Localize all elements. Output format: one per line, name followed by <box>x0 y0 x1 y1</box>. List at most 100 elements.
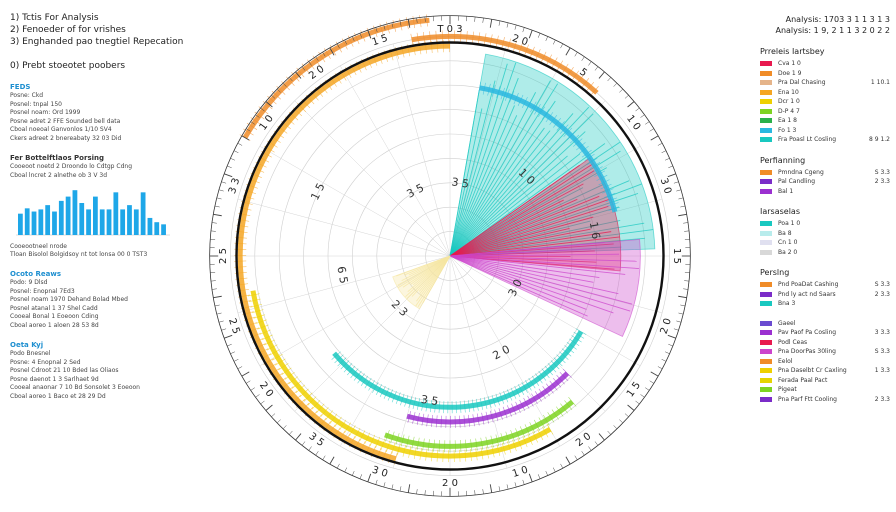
arc-hatch <box>531 375 540 386</box>
arc-hatch <box>500 87 505 100</box>
outer-tick-label: 2 0 <box>442 478 458 489</box>
arc-hatch <box>495 393 500 406</box>
outer-tick <box>627 101 635 108</box>
outer-tick <box>522 27 525 33</box>
arc-hatch <box>478 81 481 94</box>
arc-hatch <box>573 138 583 147</box>
arc-hatch <box>482 82 486 95</box>
outer-tick <box>482 17 484 23</box>
arc-hatch <box>278 363 289 371</box>
legend-swatch <box>760 99 772 105</box>
outer-tick <box>627 404 635 411</box>
arc-hatch <box>496 86 501 98</box>
wedge <box>448 238 641 337</box>
outer-tick <box>230 158 235 161</box>
arc-track <box>384 399 574 449</box>
outer-tick-label: 2 5 <box>218 248 229 264</box>
outer-tick <box>221 181 227 184</box>
arc-hatch <box>553 357 563 367</box>
arc-hatch <box>489 34 493 47</box>
arc-hatch <box>530 101 537 113</box>
arc-hatch <box>514 385 521 398</box>
outer-tick-label: 1 5 <box>671 248 682 264</box>
outer-tick <box>683 222 689 224</box>
arc-hatch <box>413 447 417 460</box>
arc-hatch <box>340 360 350 370</box>
outer-tick <box>560 43 564 49</box>
outer-tick <box>649 128 654 132</box>
legend-label: Pal Candling <box>778 178 816 186</box>
arc-hatch <box>248 298 261 302</box>
section-line: Posnel noam: Ord 1999 <box>10 109 81 116</box>
mini-bar <box>113 192 119 235</box>
arc-hatch <box>560 403 568 414</box>
legend-label: Fra Poasl Lt Cosling <box>778 136 837 144</box>
arc-hatch <box>347 365 356 376</box>
arc-hatch <box>436 449 439 462</box>
outer-tick <box>315 451 319 456</box>
arc-hatch <box>477 32 481 45</box>
legend-swatch <box>760 282 772 288</box>
outer-tick <box>588 446 592 451</box>
outer-tick <box>506 22 509 28</box>
arc-hatch <box>515 401 521 413</box>
mini-bar <box>24 208 30 235</box>
legend-item: Bna 3 <box>760 299 890 309</box>
legend-swatch <box>760 320 772 326</box>
arc-hatch <box>479 398 483 410</box>
outer-tick <box>619 88 624 93</box>
arc-hatch <box>549 380 558 391</box>
arc-hatch <box>375 384 383 396</box>
legend-group: Perfianning Pmndna Cgeng S 3.3 Pal Candling… <box>760 155 890 197</box>
arc-hatch <box>476 413 480 426</box>
arc-hatch <box>435 30 437 43</box>
outer-tick <box>594 441 599 446</box>
outer-tick <box>489 484 493 493</box>
outer-tick <box>565 456 571 465</box>
legend-swatch <box>760 249 772 255</box>
wedge-ray <box>449 255 587 310</box>
outer-tick <box>624 413 629 418</box>
outer-tick <box>640 394 645 398</box>
outer-tick <box>271 413 276 418</box>
section-line: Cooeal Bonal 1 Eoeoon Cding <box>10 313 99 320</box>
legend-label: Cn 1 0 <box>778 239 798 247</box>
outer-tick <box>276 88 281 93</box>
outer-tick <box>295 433 302 441</box>
outer-tick <box>308 61 312 66</box>
mini-bar <box>31 211 37 235</box>
arc-hatch <box>434 400 437 413</box>
arc-hatch <box>337 357 347 367</box>
outer-tick <box>329 456 335 465</box>
legend-label: Ferada Paal Pact <box>778 376 828 384</box>
legend: Prreleis Iartsbey Cva 1 0 Doe 1 9 Pra Dal C… <box>760 46 890 404</box>
arc-hatch <box>534 103 541 115</box>
arc-hatch <box>465 439 467 452</box>
arc-hatch <box>550 360 560 370</box>
legend-label: Ba 2 0 <box>778 248 798 256</box>
outer-tick <box>545 471 548 476</box>
wedge-ray <box>449 153 580 257</box>
legend-swatch <box>760 169 772 175</box>
outer-tick-label: 3 0 <box>658 177 673 196</box>
outer-tick <box>383 24 386 30</box>
outer-tick <box>657 142 663 146</box>
legend-swatch <box>760 240 772 246</box>
right-panel: Analysis: 1703 3 1 1 3 1 3 Analysis: 1 9… <box>760 14 890 404</box>
outer-tick <box>574 455 578 460</box>
outer-tick <box>645 387 650 391</box>
arc-hatch <box>495 35 499 48</box>
arc-hatch <box>487 83 491 96</box>
outer-tick <box>221 328 227 331</box>
outer-tick <box>522 479 525 485</box>
arc-hatch <box>556 375 565 385</box>
outer-tick <box>391 22 394 28</box>
outer-tick <box>649 380 654 384</box>
outer-tick <box>676 189 682 192</box>
arc-hatch <box>299 388 309 398</box>
arc-hatch <box>498 408 503 420</box>
outer-tick <box>673 181 679 184</box>
arc-hatch <box>527 395 534 407</box>
arc-hatch <box>495 434 500 447</box>
arc-hatch <box>546 54 552 66</box>
